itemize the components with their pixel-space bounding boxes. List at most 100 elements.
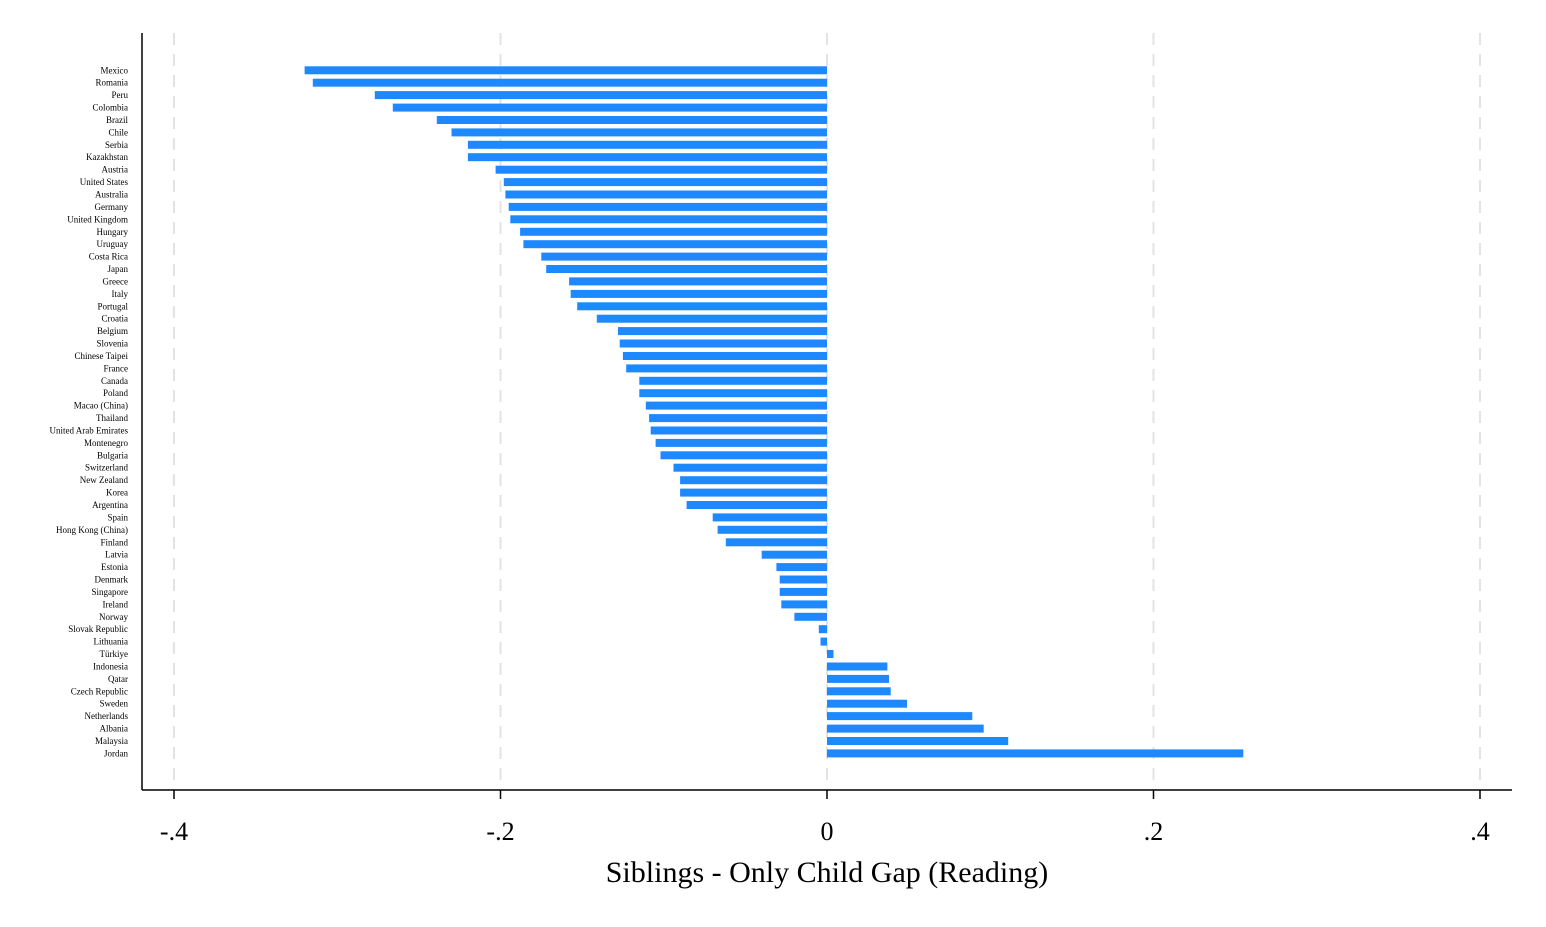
category-label: Spain	[107, 512, 128, 522]
bars	[304, 66, 1244, 758]
category-label: Mexico	[101, 65, 129, 75]
category-label: Albania	[100, 724, 129, 734]
category-label: Türkiye	[100, 649, 129, 659]
category-label: Estonia	[101, 562, 128, 572]
category-label: Ireland	[103, 599, 129, 609]
category-label: Belgium	[97, 326, 128, 336]
bar	[680, 476, 827, 485]
category-label: Jordan	[104, 748, 128, 758]
bar	[546, 265, 827, 273]
bar	[827, 712, 973, 721]
bar	[725, 538, 827, 547]
category-label: Slovenia	[97, 339, 129, 349]
bar	[467, 153, 827, 162]
category-label: United States	[80, 177, 129, 187]
category-label: Czech Republic	[71, 686, 128, 696]
bar	[818, 625, 827, 634]
category-label: Colombia	[93, 103, 129, 113]
bar	[779, 575, 827, 584]
category-label: Sweden	[100, 699, 129, 709]
category-label: Korea	[106, 488, 128, 498]
bar	[510, 215, 827, 224]
bar	[619, 339, 827, 348]
bar	[827, 662, 888, 671]
category-label: Costa Rica	[89, 252, 128, 262]
bar	[577, 302, 827, 311]
category-label: Indonesia	[93, 662, 128, 672]
x-tick-label: -.4	[160, 817, 188, 846]
category-label: Norway	[99, 612, 128, 622]
category-label: Malaysia	[95, 736, 128, 746]
bar	[660, 451, 827, 460]
category-label: Uruguay	[97, 239, 129, 249]
bar	[673, 463, 827, 472]
bar	[827, 699, 907, 708]
category-label: United Kingdom	[67, 214, 128, 224]
bar	[645, 401, 827, 410]
bar	[495, 165, 827, 174]
category-label: Brazil	[106, 115, 128, 125]
bar	[503, 178, 827, 187]
category-labels: Mexico Romania Peru Colombia Brazil Chile Serb…	[50, 65, 129, 758]
category-label: Poland	[103, 388, 129, 398]
category-label: Greece	[103, 276, 128, 286]
bar	[717, 525, 827, 534]
bar	[680, 488, 827, 497]
bar	[781, 600, 827, 609]
category-label: Peru	[112, 90, 129, 100]
x-ticks: -.4 -.2 0 .2 .4	[160, 790, 1490, 846]
category-label: Slovak Republic	[68, 624, 128, 634]
category-label: Austria	[102, 165, 129, 175]
bar	[650, 426, 827, 435]
bar	[569, 277, 827, 286]
category-label: Macao (China)	[74, 401, 128, 411]
category-label: Switzerland	[85, 463, 128, 473]
bar	[639, 376, 827, 385]
x-tick-label: .4	[1470, 817, 1490, 846]
category-label: Bulgaria	[97, 450, 128, 460]
category-label: Croatia	[102, 314, 129, 324]
category-label: Kazakhstan	[86, 152, 128, 162]
bar	[712, 513, 827, 522]
category-label: United Arab Emirates	[50, 426, 129, 436]
category-label: Italy	[112, 289, 129, 299]
bar	[505, 190, 827, 199]
category-label: Thailand	[96, 413, 128, 423]
bar	[451, 128, 827, 137]
bar	[541, 252, 827, 261]
bar	[827, 687, 891, 696]
category-label: Chinese Taipei	[75, 351, 129, 361]
bar	[655, 438, 827, 447]
x-tick-label: .2	[1144, 817, 1164, 846]
bar	[827, 737, 1009, 745]
bar	[761, 550, 827, 559]
x-tick-label: 0	[821, 817, 834, 846]
category-label: Latvia	[105, 550, 128, 560]
category-label: Canada	[101, 376, 128, 386]
bar	[618, 327, 827, 336]
category-label: France	[104, 363, 129, 373]
bar	[570, 289, 827, 298]
category-label: Japan	[108, 264, 129, 274]
bar	[312, 78, 827, 87]
category-label: Qatar	[108, 674, 128, 684]
bar	[626, 364, 827, 373]
bar	[794, 612, 827, 621]
bar	[639, 389, 827, 398]
category-label: Hong Kong (China)	[56, 525, 128, 535]
bar	[467, 140, 827, 149]
bar	[686, 501, 827, 509]
bar	[622, 352, 827, 360]
category-label: Denmark	[95, 575, 129, 585]
bar	[827, 724, 984, 733]
x-tick-label: -.2	[486, 817, 514, 846]
category-label: New Zealand	[80, 475, 129, 485]
bar	[827, 674, 889, 683]
category-label: Argentina	[92, 500, 128, 510]
bar	[596, 314, 827, 323]
category-label: Romania	[96, 78, 129, 88]
category-label: Lithuania	[94, 637, 129, 647]
bar	[820, 637, 827, 646]
